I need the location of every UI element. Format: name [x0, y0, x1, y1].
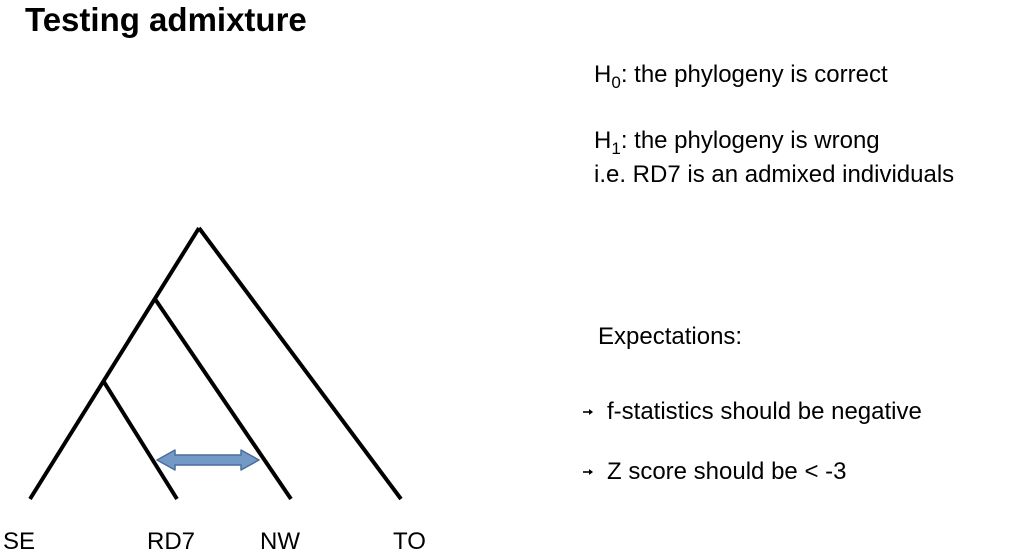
arrow-bullet-icon — [583, 409, 593, 415]
alternative-hypothesis-letter: H — [594, 127, 612, 154]
expectation-item-text: Z score should be < -3 — [607, 458, 847, 485]
branch-node-to-rd7 — [102, 380, 179, 501]
null-hypothesis: H0: the phylogeny is correct — [594, 58, 888, 92]
expectations-heading: Expectations: — [598, 323, 743, 350]
alternative-hypothesis-detail: i.e. RD7 is an admixed individuals — [594, 161, 955, 188]
alternative-hypothesis-subscript: 1 — [611, 139, 621, 158]
slide-title: Testing admixture — [25, 1, 307, 38]
expectation-item-text: f-statistics should be negative — [607, 398, 922, 425]
leaf-label-rd7: RD7 — [147, 528, 196, 555]
alternative-hypothesis-text: : the phylogeny is wrong — [620, 127, 880, 154]
null-hypothesis-text: : the phylogeny is correct — [620, 61, 888, 88]
expectation-item: f-statistics should be negative — [582, 395, 922, 429]
alternative-hypothesis: H1: the phylogeny is wrong — [594, 124, 880, 158]
branch-root-to-to — [197, 226, 403, 501]
expectation-item: Z score should be < -3 — [582, 455, 846, 489]
leaf-label-to: TO — [393, 528, 426, 555]
null-hypothesis-subscript: 0 — [611, 73, 621, 92]
leaf-label-se: SE — [3, 528, 36, 555]
arrow-bullet-icon — [583, 469, 593, 475]
admixture-double-arrow — [156, 449, 260, 471]
branch-root-to-se — [28, 226, 201, 501]
null-hypothesis-letter: H — [594, 61, 612, 88]
leaf-label-nw: NW — [260, 528, 300, 555]
branch-node-to-nw — [153, 297, 293, 501]
